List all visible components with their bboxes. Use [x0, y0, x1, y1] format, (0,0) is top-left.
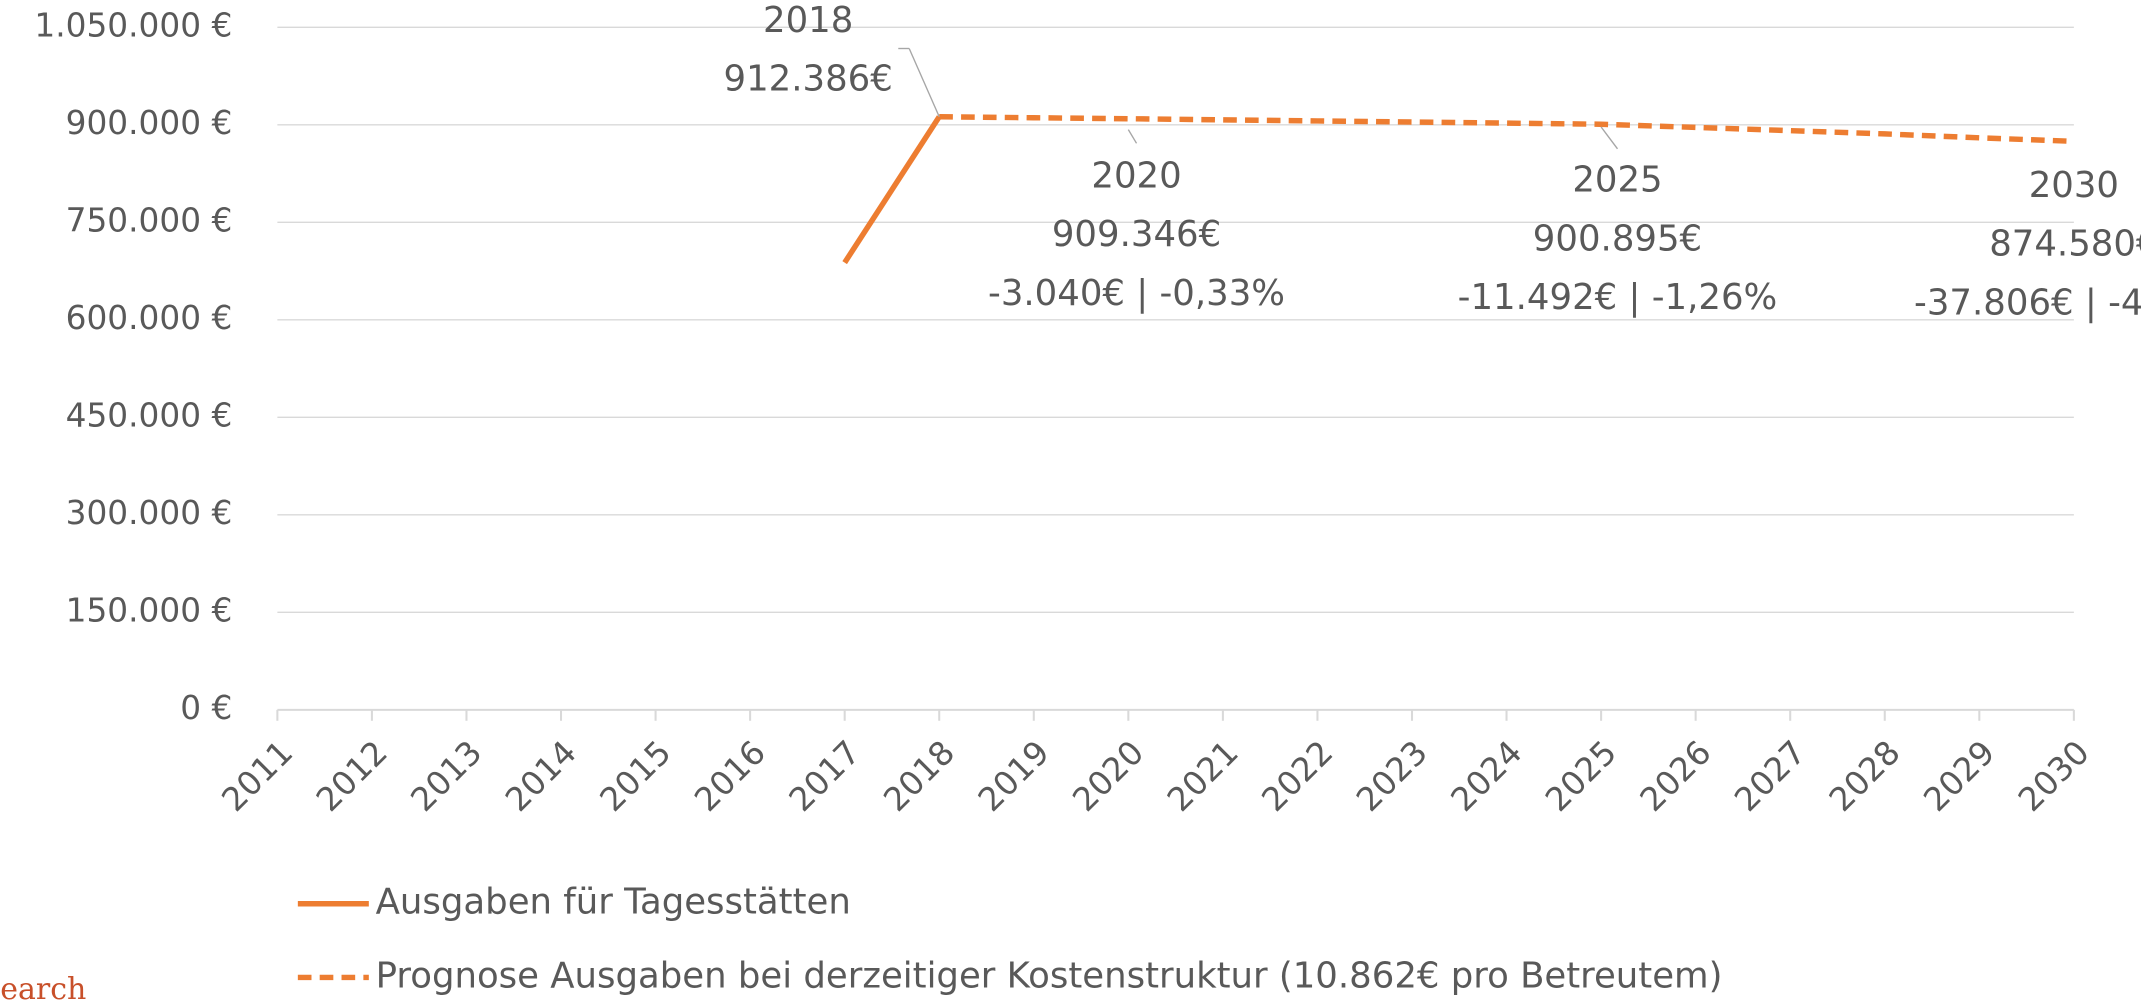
data-label: 900.895€ — [1533, 218, 1702, 259]
x-tick-label: 2019 — [971, 733, 1057, 819]
data-label: 2020 — [1091, 155, 1181, 196]
y-tick-label: 0 € — [180, 689, 232, 727]
x-tick-label: 2024 — [1444, 733, 1530, 819]
x-tick-label: 2016 — [687, 733, 773, 819]
x-tick-label: 2018 — [876, 733, 962, 819]
y-tick-label: 900.000 € — [66, 104, 233, 142]
x-tick-label: 2012 — [309, 733, 395, 819]
y-tick-label: 1.050.000 € — [34, 6, 232, 44]
data-label: -37.806€ | -4,14% — [1914, 282, 2141, 323]
x-tick-label: 2028 — [1822, 733, 1908, 819]
data-label: -11.492€ | -1,26% — [1458, 277, 1778, 318]
x-tick-label: 2020 — [1065, 733, 1151, 819]
y-tick-label: 300.000 € — [66, 494, 233, 532]
leader-line — [908, 48, 940, 118]
x-tick-label: 2030 — [2011, 733, 2097, 819]
data-label: 2018 — [763, 0, 853, 41]
x-tick-label: 2027 — [1727, 733, 1813, 819]
data-label: 2025 — [1572, 160, 1662, 201]
y-tick-label: 450.000 € — [66, 396, 233, 434]
y-tick-label: 150.000 € — [66, 591, 233, 629]
data-label: 909.346€ — [1052, 214, 1221, 255]
y-tick-label: 600.000 € — [66, 299, 233, 337]
x-tick-label: 2023 — [1349, 733, 1435, 819]
x-tick-label: 2017 — [782, 733, 868, 819]
x-tick-label: 2025 — [1538, 733, 1624, 819]
x-tick-label: 2026 — [1633, 733, 1719, 819]
y-tick-label: 750.000 € — [66, 201, 233, 239]
legend-label: Ausgaben für Tagesstätten — [376, 882, 851, 923]
data-label: 2030 — [2029, 165, 2119, 206]
leader-line — [1127, 129, 1138, 144]
x-tick-label: 2022 — [1255, 733, 1341, 819]
x-tick-label: 2029 — [1916, 733, 2002, 819]
x-tick-label: 2014 — [498, 733, 584, 819]
x-tick-label: 2015 — [593, 733, 679, 819]
x-tick-label: 2021 — [1160, 733, 1246, 819]
source-fragment: earch — [0, 972, 86, 1002]
series-line — [939, 114, 2074, 145]
x-tick-label: 2013 — [404, 733, 490, 819]
leader-line — [1600, 126, 1619, 150]
data-label: -3.040€ | -0,33% — [988, 273, 1285, 314]
series-line — [842, 115, 942, 265]
data-label: 874.580€ — [1989, 224, 2141, 265]
x-tick-label: 2011 — [214, 733, 300, 819]
data-label: 912.386€ — [724, 59, 893, 100]
legend-label: Prognose Ausgaben bei derzeitiger Kosten… — [376, 955, 1723, 996]
